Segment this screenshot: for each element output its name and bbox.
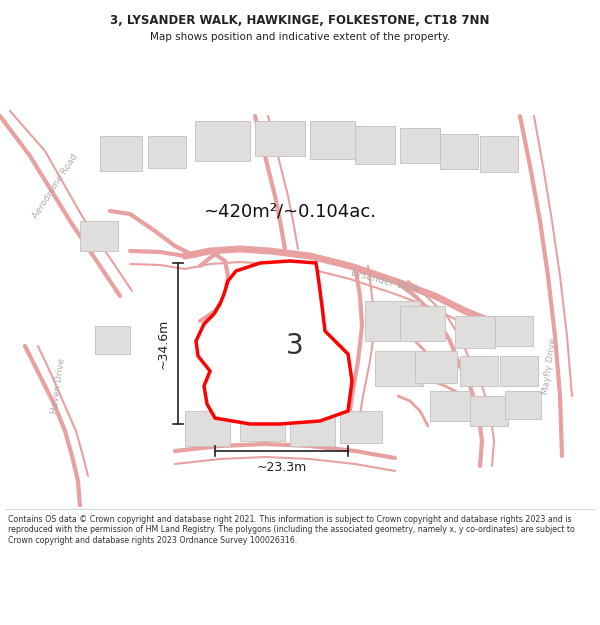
Text: Map shows position and indicative extent of the property.: Map shows position and indicative extent…: [150, 32, 450, 42]
Polygon shape: [253, 371, 298, 406]
Polygon shape: [195, 121, 250, 161]
Polygon shape: [80, 221, 118, 251]
Polygon shape: [430, 391, 470, 421]
Polygon shape: [400, 306, 445, 341]
Polygon shape: [340, 411, 382, 443]
Polygon shape: [375, 351, 423, 386]
Text: Contains OS data © Crown copyright and database right 2021. This information is : Contains OS data © Crown copyright and d…: [8, 515, 575, 545]
Polygon shape: [240, 406, 285, 441]
Polygon shape: [355, 126, 395, 164]
Polygon shape: [415, 351, 457, 383]
Text: Mayfly Drive: Mayfly Drive: [542, 337, 559, 395]
Polygon shape: [440, 134, 478, 169]
Polygon shape: [196, 261, 352, 424]
Polygon shape: [480, 136, 518, 172]
Text: ~34.6m: ~34.6m: [157, 318, 170, 369]
Polygon shape: [148, 136, 186, 168]
Polygon shape: [250, 296, 320, 346]
Text: 3: 3: [286, 332, 304, 360]
Polygon shape: [460, 356, 498, 386]
Text: ~23.3m: ~23.3m: [256, 461, 307, 474]
Polygon shape: [495, 316, 533, 346]
Text: Haven Drive: Haven Drive: [50, 357, 67, 414]
Polygon shape: [100, 136, 142, 171]
Text: Lysander Walk: Lysander Walk: [350, 267, 420, 295]
Text: 3, LYSANDER WALK, HAWKINGE, FOLKESTONE, CT18 7NN: 3, LYSANDER WALK, HAWKINGE, FOLKESTONE, …: [110, 14, 490, 27]
Text: ~420m²/~0.104ac.: ~420m²/~0.104ac.: [203, 202, 377, 220]
Polygon shape: [95, 326, 130, 354]
Polygon shape: [185, 411, 230, 446]
Text: Aerodrome Road: Aerodrome Road: [31, 152, 79, 220]
Polygon shape: [310, 121, 355, 159]
Polygon shape: [290, 411, 335, 446]
Polygon shape: [365, 301, 420, 341]
Polygon shape: [455, 316, 495, 348]
Polygon shape: [500, 356, 538, 386]
Polygon shape: [255, 121, 305, 156]
Polygon shape: [470, 396, 508, 426]
Polygon shape: [400, 128, 440, 163]
Polygon shape: [505, 391, 541, 419]
